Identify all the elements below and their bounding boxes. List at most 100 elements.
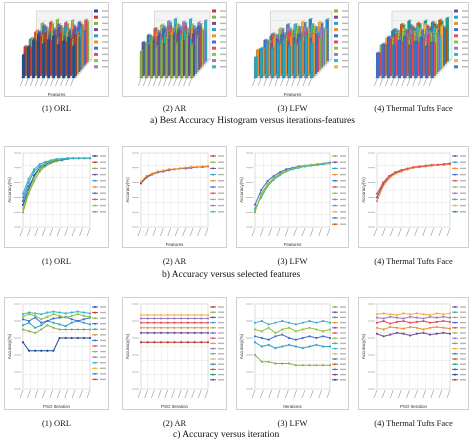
legend-marker: [454, 342, 456, 345]
x-tick-mark: [274, 77, 279, 87]
bar: [408, 45, 412, 79]
x-tick-mark: [148, 77, 152, 87]
data-point: [322, 330, 325, 333]
data-point: [415, 316, 418, 319]
data-point: [285, 170, 288, 173]
bar-top: [182, 20, 187, 22]
bar-top: [304, 30, 310, 32]
legend: [210, 155, 224, 213]
x-tick-mark: [268, 389, 272, 399]
data-point: [186, 331, 189, 334]
data-point: [173, 341, 176, 344]
legend-swatch: [454, 21, 458, 25]
x-axis-label: PSO Iteration: [161, 404, 189, 409]
legend-marker: [334, 204, 336, 207]
legend-swatch: [454, 9, 458, 13]
data-point: [310, 163, 313, 166]
data-point: [448, 316, 452, 319]
bar: [160, 42, 164, 79]
data-point: [308, 364, 311, 367]
data-point: [64, 316, 67, 319]
bar-top: [418, 30, 423, 32]
x-tick-mark: [438, 227, 443, 237]
bar-top: [401, 27, 407, 29]
x-tick-mark: [19, 389, 24, 399]
data-point: [167, 168, 171, 171]
legend-marker: [94, 322, 96, 325]
y-axis-label: Accuracy(%): [239, 333, 244, 359]
legend-marker: [94, 192, 96, 195]
x-tick-mark: [79, 227, 83, 237]
data-point: [297, 165, 300, 169]
legend-marker: [94, 161, 96, 164]
data-point: [193, 313, 196, 317]
bar-top: [310, 42, 315, 44]
legend-marker: [94, 210, 96, 213]
bar-top: [44, 28, 49, 30]
legend-swatch: [212, 9, 216, 13]
x-tick-mark: [40, 77, 44, 87]
data-point: [424, 164, 427, 167]
x-tick-mark: [385, 77, 389, 87]
data-point: [33, 177, 36, 180]
bar-top: [438, 18, 443, 21]
series-line: [376, 332, 451, 337]
legend: [92, 155, 106, 213]
data-point: [200, 317, 203, 320]
data-point: [21, 328, 25, 331]
x-tick-mark: [173, 77, 177, 87]
data-point: [173, 313, 176, 317]
data-point: [382, 312, 385, 315]
bar: [57, 44, 61, 79]
data-point: [40, 328, 43, 331]
data-point: [287, 326, 291, 329]
bar-top: [430, 40, 436, 43]
bar-top: [167, 20, 172, 22]
chart-svg: Features: [19, 9, 108, 97]
x-tick-mark: [177, 389, 182, 399]
data-point: [301, 364, 304, 367]
series-line: [254, 341, 330, 349]
data-point: [272, 174, 275, 178]
x-tick-mark: [308, 77, 312, 87]
bar: [419, 37, 423, 79]
x-tick-mark: [137, 227, 142, 237]
bar-top: [183, 25, 188, 27]
bar: [37, 35, 40, 79]
legend-marker: [212, 311, 214, 314]
data-point: [40, 324, 43, 327]
data-point: [316, 163, 319, 166]
legend-marker: [212, 186, 214, 188]
legend-marker: [94, 367, 96, 370]
legend-marker: [212, 342, 214, 345]
chart-panel-1-2: [122, 2, 227, 97]
data-point: [428, 313, 432, 317]
bar-top: [67, 35, 72, 38]
legend: [332, 155, 346, 226]
data-point: [388, 177, 391, 180]
data-point: [435, 325, 438, 329]
series-line: [376, 316, 451, 319]
x-tick-mark: [152, 227, 157, 237]
chart-panel-2-2: Features Accuracy(%): [122, 146, 227, 248]
legend-swatch: [334, 65, 338, 69]
bar-top: [325, 18, 331, 20]
data-point: [406, 167, 409, 170]
bar-top: [259, 46, 265, 49]
bar-top: [256, 48, 261, 51]
x-tick-mark: [423, 77, 427, 87]
x-axis-label: Features: [284, 92, 303, 97]
data-point: [27, 321, 31, 324]
bar-top: [392, 43, 397, 45]
legend-swatch: [212, 65, 216, 69]
bar: [381, 44, 385, 79]
legend-swatch: [94, 46, 98, 50]
x-tick-mark: [381, 389, 386, 399]
data-point: [139, 321, 143, 324]
bar-top: [165, 37, 170, 39]
data-point: [382, 319, 385, 323]
bar: [276, 43, 280, 79]
data-point: [375, 332, 379, 335]
x-tick-mark: [446, 227, 451, 237]
data-point: [40, 313, 43, 316]
